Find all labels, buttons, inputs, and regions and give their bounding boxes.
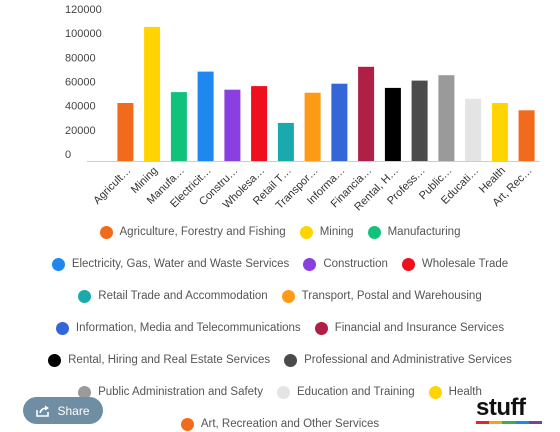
bar <box>224 89 241 161</box>
legend-swatch <box>428 385 442 399</box>
bar <box>411 80 428 161</box>
x-axis-labels: Agricult…MiningManufa…Electricit…Constru… <box>91 165 534 214</box>
legend-item[interactable]: Transport, Postal and Warehousing <box>281 288 482 304</box>
legend-item[interactable]: Health <box>428 384 482 400</box>
legend-item[interactable]: Construction <box>303 256 388 272</box>
legend: Agriculture, Forestry and Fishing Mining M… <box>30 224 530 432</box>
legend-swatch <box>284 353 298 367</box>
legend-item[interactable]: Financial and Insurance Services <box>314 320 505 336</box>
y-axis: 0 20000 40000 60000 80000 100000 120000 <box>65 4 102 161</box>
bar <box>170 92 187 161</box>
brand-color-segment <box>489 421 503 424</box>
legend-label: Professional and Administrative Services <box>304 354 512 366</box>
brand-logo: stuff <box>476 394 543 424</box>
share-label: Share <box>57 403 90 418</box>
legend-swatch <box>314 321 328 335</box>
legend-swatch <box>48 353 62 367</box>
bar <box>197 71 214 161</box>
bar <box>331 83 348 161</box>
bar <box>277 122 294 161</box>
legend-item[interactable]: Manufacturing <box>367 224 461 240</box>
bar <box>465 98 482 161</box>
brand-name: stuff <box>476 394 526 421</box>
legend-label: Mining <box>319 226 354 238</box>
legend-swatch <box>99 225 113 239</box>
brand-color-segment <box>528 421 543 424</box>
y-tick-label: 0 <box>65 149 71 161</box>
y-tick-label: 60000 <box>65 77 96 89</box>
bar <box>117 103 134 161</box>
legend-label: Transport, Postal and Warehousing <box>301 290 482 302</box>
y-tick-label: 20000 <box>65 125 96 137</box>
brand-color-bar <box>476 421 543 424</box>
bar <box>384 87 401 161</box>
y-tick-label: 100000 <box>65 28 102 40</box>
legend-item[interactable]: Rental, Hiring and Real Estate Services <box>48 352 270 368</box>
brand-color-segment <box>515 421 529 424</box>
bar <box>518 110 535 162</box>
bar <box>491 103 508 161</box>
legend-label: Financial and Insurance Services <box>334 322 505 334</box>
legend-item[interactable]: Education and Training <box>277 384 415 400</box>
legend-label: Retail Trade and Accommodation <box>98 290 268 302</box>
y-tick-label: 120000 <box>65 4 102 16</box>
legend-swatch <box>51 257 65 271</box>
legend-label: Rental, Hiring and Real Estate Services <box>68 354 271 366</box>
bar <box>358 66 375 162</box>
legend-item[interactable]: Wholesale Trade <box>401 256 509 272</box>
legend-item[interactable]: Art, Recreation and Other Services <box>180 416 380 432</box>
bar <box>304 92 321 161</box>
legend-item[interactable]: Retail Trade and Accommodation <box>78 288 268 304</box>
legend-label: Construction <box>323 258 388 270</box>
bar <box>251 86 268 161</box>
y-tick-label: 80000 <box>65 52 96 64</box>
legend-label: Public Administration and Safety <box>98 386 264 398</box>
bar <box>144 26 161 162</box>
legend-swatch <box>367 225 381 239</box>
x-tick-label: Agricult… <box>91 165 133 207</box>
bar <box>438 75 455 161</box>
share-button[interactable]: Share <box>23 397 103 424</box>
legend-label: Education and Training <box>297 386 415 398</box>
y-tick-label: 40000 <box>65 101 96 113</box>
legend-swatch <box>78 289 92 303</box>
share-icon <box>36 405 50 417</box>
legend-label: Art, Recreation and Other Services <box>200 418 380 430</box>
legend-item[interactable]: Professional and Administrative Services <box>284 352 512 368</box>
legend-item[interactable]: Public Administration and Safety <box>78 384 263 400</box>
bars <box>117 26 535 162</box>
legend-label: Manufacturing <box>387 226 461 238</box>
legend-swatch <box>78 385 92 399</box>
brand-color-segment <box>502 421 516 424</box>
brand-color-segment <box>476 421 490 424</box>
legend-swatch <box>299 225 313 239</box>
legend-item[interactable]: Electricity, Gas, Water and Waste Servic… <box>51 256 290 272</box>
legend-swatch <box>401 257 415 271</box>
legend-label: Agriculture, Forestry and Fishing <box>119 226 286 238</box>
legend-item[interactable]: Mining <box>299 224 354 240</box>
legend-swatch <box>277 385 291 399</box>
legend-swatch <box>281 289 295 303</box>
legend-label: Wholesale Trade <box>421 258 509 270</box>
legend-label: Health <box>448 386 482 398</box>
legend-label: Information, Media and Telecommunication… <box>75 322 301 334</box>
bar-chart: 0 20000 40000 60000 80000 100000 120000 Agricu… <box>65 4 540 214</box>
legend-label: Electricity, Gas, Water and Waste Servic… <box>71 258 290 270</box>
legend-swatch <box>180 417 194 431</box>
legend-swatch <box>303 257 317 271</box>
legend-swatch <box>55 321 69 335</box>
legend-item[interactable]: Information, Media and Telecommunication… <box>55 320 301 336</box>
legend-item[interactable]: Agriculture, Forestry and Fishing <box>99 224 286 240</box>
